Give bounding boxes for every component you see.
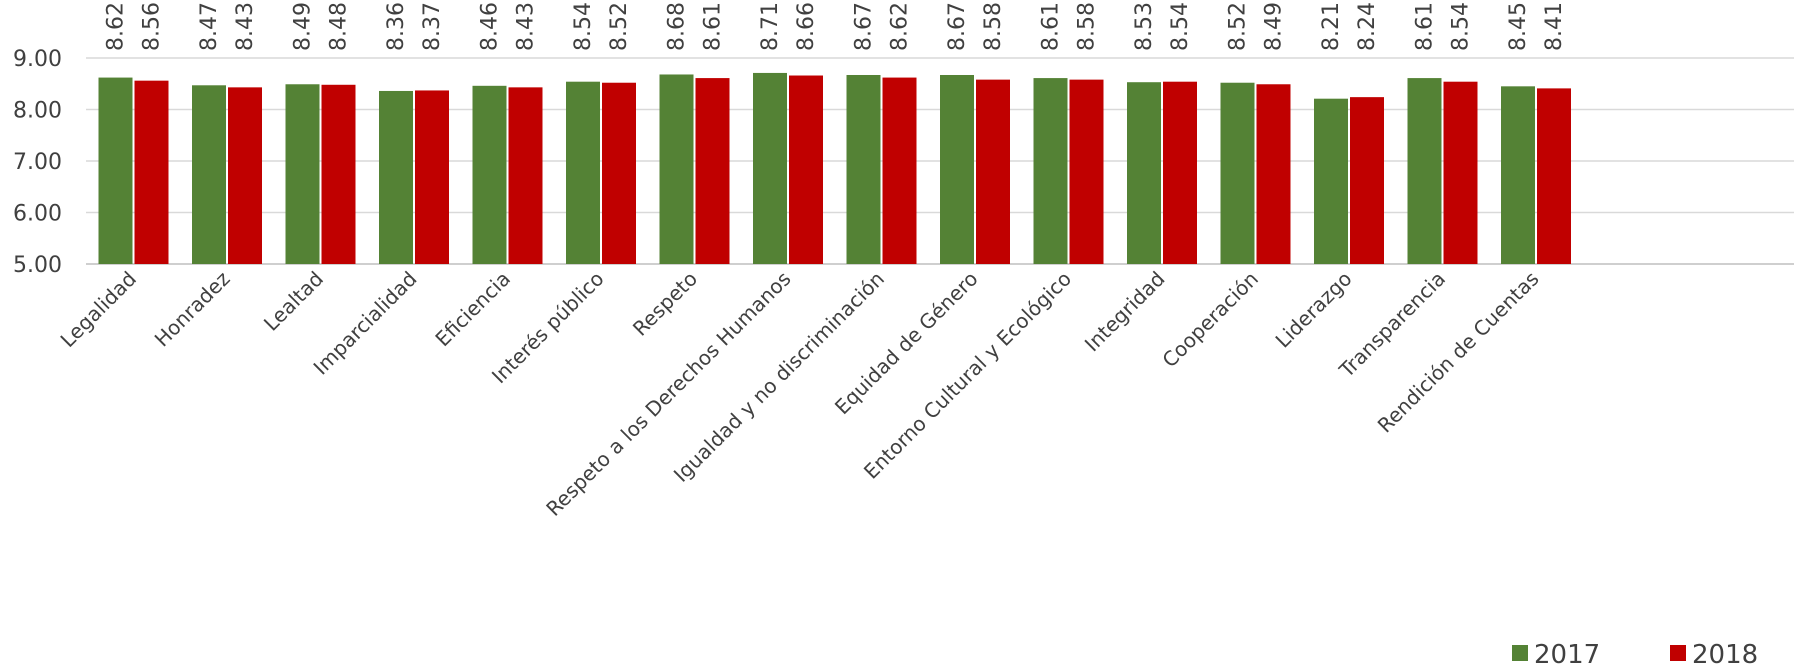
data-label: 8.58 bbox=[1075, 2, 1100, 51]
category-label: Entorno Cultural y Ecológico bbox=[859, 267, 1076, 484]
data-label: 8.49 bbox=[291, 2, 316, 51]
category-label: Lealtad bbox=[259, 267, 328, 336]
bar-2018 bbox=[1350, 97, 1384, 264]
bar-2018 bbox=[415, 90, 449, 264]
data-label: 8.54 bbox=[1168, 2, 1193, 51]
y-axis-ticks: 5.00 6.00 7.00 8.00 9.00 bbox=[13, 47, 62, 278]
data-label: 8.54 bbox=[1449, 2, 1474, 51]
bar-2018 bbox=[228, 87, 262, 264]
bar-2018 bbox=[134, 80, 169, 264]
bars bbox=[98, 72, 1571, 265]
category-label: Integridad bbox=[1080, 267, 1170, 357]
bar-2018 bbox=[321, 84, 356, 264]
bar-2018 bbox=[602, 82, 636, 264]
legend-swatch-2017 bbox=[1512, 645, 1528, 661]
category-label: Rendición de Cuentas bbox=[1373, 267, 1544, 438]
bar-2017 bbox=[285, 84, 320, 264]
data-label: 8.67 bbox=[852, 2, 877, 51]
bar-2018 bbox=[695, 78, 730, 265]
data-label: 8.41 bbox=[1542, 2, 1567, 51]
y-tick-label: 5.00 bbox=[13, 253, 62, 278]
data-label: 8.54 bbox=[571, 2, 596, 51]
category-label: Respeto bbox=[628, 267, 702, 341]
bar-2018 bbox=[882, 77, 917, 264]
data-label: 8.37 bbox=[420, 2, 445, 51]
bar-2017 bbox=[1220, 82, 1255, 264]
data-label: 8.43 bbox=[514, 2, 539, 51]
bar-2017 bbox=[472, 85, 507, 264]
bar-2018 bbox=[1537, 88, 1571, 264]
bar-2018 bbox=[789, 75, 823, 264]
bar-2017 bbox=[1501, 86, 1535, 264]
y-tick-label: 8.00 bbox=[13, 99, 62, 124]
data-label: 8.49 bbox=[1262, 2, 1287, 51]
bar-2017 bbox=[192, 85, 226, 264]
data-label: 8.45 bbox=[1506, 2, 1531, 51]
bar-2017 bbox=[98, 77, 133, 264]
data-label: 8.48 bbox=[327, 2, 352, 51]
data-label: 8.24 bbox=[1355, 2, 1380, 51]
bar-2017 bbox=[753, 72, 787, 264]
data-label: 8.66 bbox=[794, 2, 819, 51]
data-label: 8.62 bbox=[104, 2, 129, 51]
bar-2017 bbox=[940, 74, 974, 265]
data-label: 8.68 bbox=[665, 2, 690, 51]
bar-2017 bbox=[1314, 98, 1348, 264]
data-label: 8.67 bbox=[945, 2, 970, 51]
legend-label: 2017 bbox=[1534, 640, 1600, 666]
data-labels: 8.62 8.56 8.47 8.43 8.49 8.48 8.36 8.37 8.46 8.43… bbox=[104, 2, 1568, 51]
bar-2018 bbox=[1069, 79, 1104, 264]
y-tick-label: 6.00 bbox=[13, 202, 62, 227]
legend-swatch-2018 bbox=[1670, 645, 1686, 661]
bar-2017 bbox=[846, 74, 881, 265]
bar-2018 bbox=[976, 79, 1010, 264]
category-label: Liderazgo bbox=[1271, 267, 1357, 353]
data-label: 8.61 bbox=[701, 2, 726, 51]
data-label: 8.61 bbox=[1413, 2, 1438, 51]
bar-2017 bbox=[1127, 82, 1161, 264]
category-label: Legalidad bbox=[56, 267, 141, 352]
data-label: 8.52 bbox=[607, 2, 632, 51]
category-label: Eficiencia bbox=[430, 267, 515, 352]
category-label: Honradez bbox=[150, 267, 235, 352]
legend: 2017 2018 bbox=[1512, 640, 1758, 666]
bar-2017 bbox=[566, 81, 600, 264]
data-label: 8.36 bbox=[384, 2, 409, 51]
data-label: 8.43 bbox=[233, 2, 258, 51]
bar-2018 bbox=[1443, 81, 1478, 264]
data-label: 8.56 bbox=[140, 2, 165, 51]
bar-2018 bbox=[1256, 84, 1291, 264]
data-label: 8.62 bbox=[888, 2, 913, 51]
legend-label: 2018 bbox=[1692, 640, 1758, 666]
data-label: 8.71 bbox=[758, 2, 783, 51]
data-label: 8.21 bbox=[1319, 2, 1344, 51]
bar-2018 bbox=[1163, 81, 1197, 264]
bar-2017 bbox=[659, 74, 694, 264]
data-label: 8.58 bbox=[981, 2, 1006, 51]
data-label: 8.53 bbox=[1132, 2, 1157, 51]
bar-2017 bbox=[1033, 78, 1068, 265]
data-label: 8.46 bbox=[478, 2, 503, 51]
data-label: 8.52 bbox=[1226, 2, 1251, 51]
bar-2017 bbox=[1407, 78, 1442, 265]
y-tick-label: 9.00 bbox=[13, 47, 62, 72]
y-tick-label: 7.00 bbox=[13, 150, 62, 175]
bar-2018 bbox=[508, 87, 543, 264]
bar-2017 bbox=[379, 90, 413, 265]
category-label: Cooperación bbox=[1157, 267, 1263, 373]
data-label: 8.61 bbox=[1039, 2, 1064, 51]
data-label: 8.47 bbox=[197, 2, 222, 51]
